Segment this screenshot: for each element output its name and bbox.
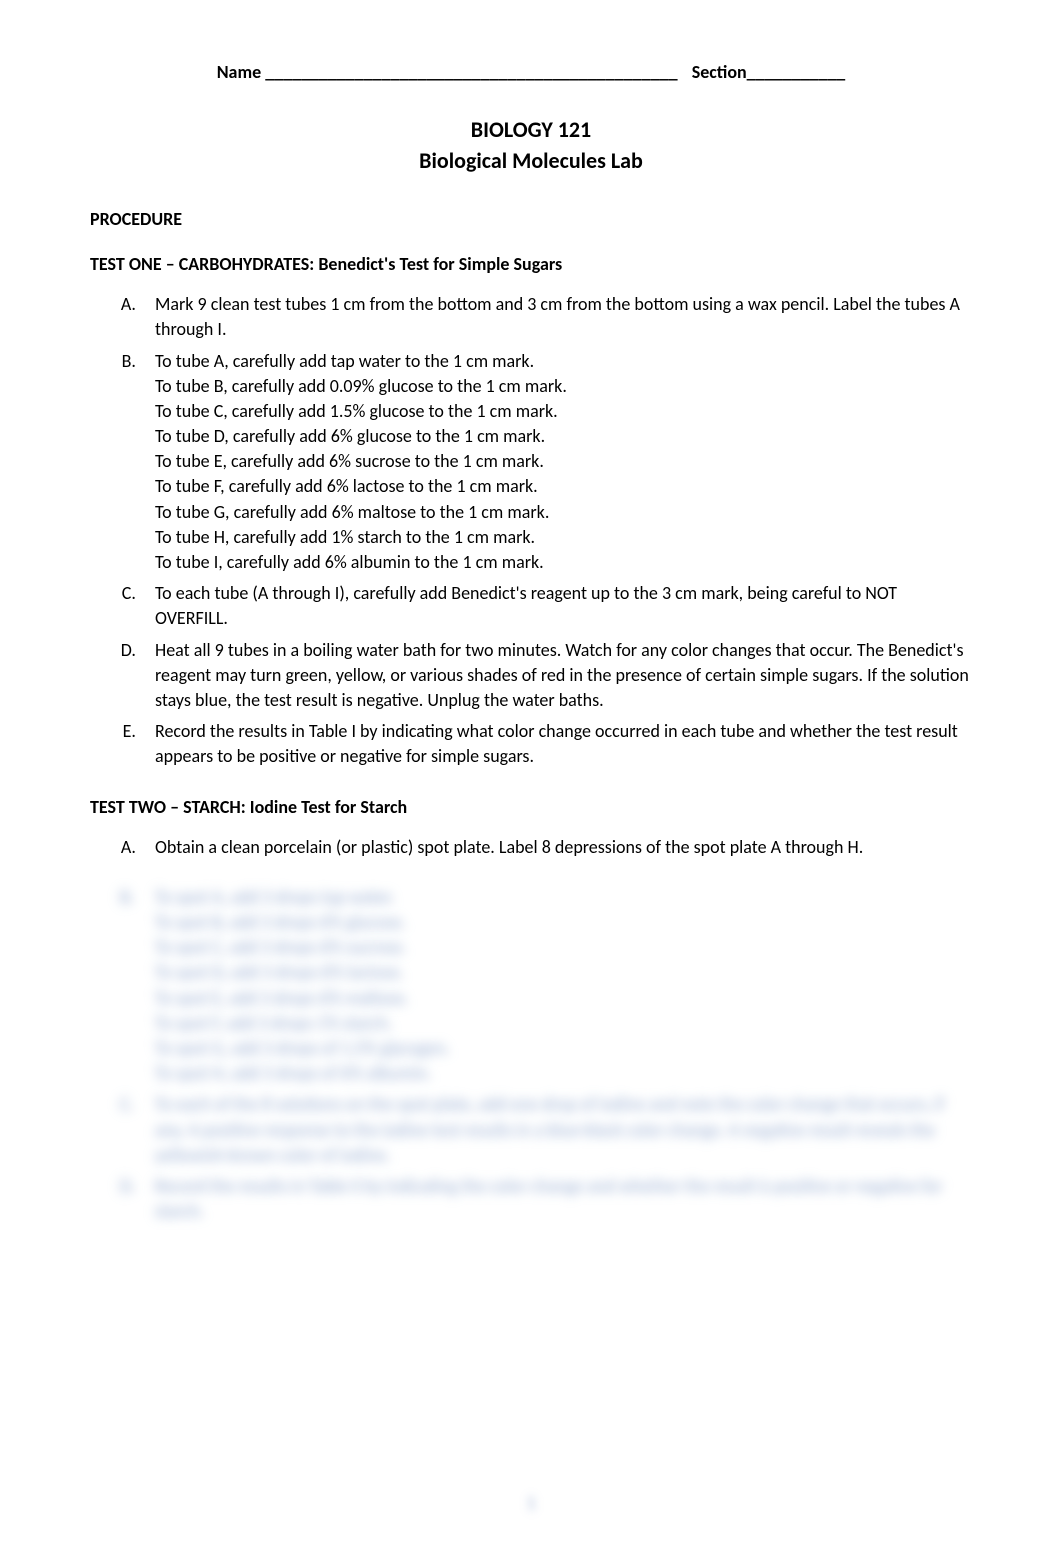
blurred-spot-d: To spot D, add 3 drops 6% lactose.	[155, 960, 972, 985]
tube-g-line: To tube G, carefully add 6% maltose to t…	[155, 500, 972, 525]
test-one-item-b-sublines: To tube B, carefully add 0.09% glucose t…	[155, 374, 972, 576]
blurred-spot-g: To spot G, add 3 drops of 1.5% glycogen.	[155, 1036, 972, 1061]
tube-b-line: To tube B, carefully add 0.09% glucose t…	[155, 374, 972, 399]
test-one-item-b: To tube A, carefully add tap water to th…	[140, 349, 972, 576]
test-one-item-b-first: To tube A, carefully add tap water to th…	[155, 350, 534, 372]
test-one-item-a: Mark 9 clean test tubes 1 cm from the bo…	[140, 292, 972, 342]
tube-e-line: To tube E, carefully add 6% sucrose to t…	[155, 449, 972, 474]
test-two-list: Obtain a clean porcelain (or plastic) sp…	[90, 835, 972, 860]
page-number: 1	[526, 1491, 535, 1516]
blurred-spot-b: To spot B, add 3 drops 6% glucose.	[155, 910, 972, 935]
blurred-spot-f: To spot F, add 3 drops 1% starch.	[155, 1011, 972, 1036]
test-one-item-e: Record the results in Table I by indicat…	[140, 719, 972, 769]
test-one-item-c: To each tube (A through I), carefully ad…	[140, 581, 972, 631]
blurred-item-d: D. Record the results in Table II by ind…	[140, 1174, 972, 1224]
blurred-spot-e: To spot E, add 3 drops 6% maltose.	[155, 986, 972, 1011]
blurred-letter-d: D.	[120, 1174, 135, 1199]
blurred-d-text: Record the results in Table II by indica…	[155, 1175, 942, 1222]
tube-i-line: To tube I, carefully add 6% albumin to t…	[155, 550, 972, 575]
blurred-spot-h: To spot H, add 3 drops of 6% albumin.	[155, 1061, 972, 1086]
blurred-content-block: B. To spot A, add 3 drops tap water. To …	[90, 885, 972, 1224]
blurred-letter-c: C.	[120, 1092, 134, 1117]
tube-c-line: To tube C, carefully add 1.5% glucose to…	[155, 399, 972, 424]
blurred-item-b: B. To spot A, add 3 drops tap water. To …	[140, 885, 972, 1087]
course-title: BIOLOGY 121	[90, 115, 972, 146]
test-two-item-a: Obtain a clean porcelain (or plastic) sp…	[140, 835, 972, 860]
procedure-heading: PROCEDURE	[90, 207, 972, 232]
lab-title: Biological Molecules Lab	[90, 146, 972, 177]
header-line: Name ___________________________________…	[90, 60, 972, 85]
tube-f-line: To tube F, carefully add 6% lactose to t…	[155, 474, 972, 499]
name-field-label: Name ___________________________________…	[217, 60, 678, 85]
test-one-heading: TEST ONE – CARBOHYDRATES: Benedict's Tes…	[90, 252, 972, 277]
title-block: BIOLOGY 121 Biological Molecules Lab	[90, 115, 972, 177]
blurred-letter-b: B.	[120, 885, 134, 910]
blurred-c-text: To each of the 8 solutions on the spot p…	[155, 1093, 944, 1165]
test-two-heading: TEST TWO – STARCH: Iodine Test for Starc…	[90, 795, 972, 820]
blurred-spot-c: To spot C, add 3 drops 6% sucrose.	[155, 935, 972, 960]
tube-h-line: To tube H, carefully add 1% starch to th…	[155, 525, 972, 550]
test-one-item-d: Heat all 9 tubes in a boiling water bath…	[140, 638, 972, 714]
test-one-list: Mark 9 clean test tubes 1 cm from the bo…	[90, 292, 972, 769]
blurred-item-c: C. To each of the 8 solutions on the spo…	[140, 1092, 972, 1168]
blurred-b-first: To spot A, add 3 drops tap water.	[155, 886, 394, 908]
tube-d-line: To tube D, carefully add 6% glucose to t…	[155, 424, 972, 449]
section-field-label: Section___________	[692, 60, 846, 85]
